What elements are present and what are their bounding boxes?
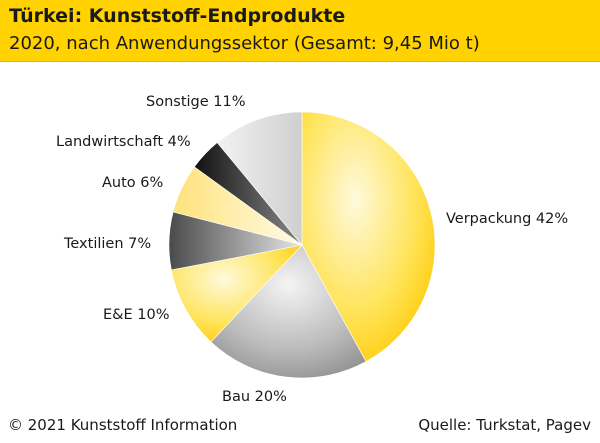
pie-slice-e-e bbox=[171, 244, 303, 343]
slice-label-auto: Auto 6% bbox=[102, 175, 163, 191]
copyright-text: © 2021 Kunststoff Information bbox=[8, 416, 238, 434]
chart-header: Türkei: Kunststoff-Endprodukte 2020, nac… bbox=[0, 0, 600, 62]
slice-label-sonstige: Sonstige 11% bbox=[146, 94, 246, 110]
pie-slices bbox=[168, 111, 436, 379]
pie-slice-verpackung bbox=[301, 111, 436, 362]
slice-label-textilien: Textilien 7% bbox=[63, 236, 151, 252]
pie-slice-bau bbox=[210, 244, 367, 379]
source-text: Quelle: Turkstat, Pagev bbox=[418, 416, 591, 434]
chart-subtitle: 2020, nach Anwendungssektor (Gesamt: 9,4… bbox=[9, 33, 480, 54]
slice-label-bau: Bau 20% bbox=[222, 389, 287, 405]
pie-chart: Verpackung 42% Bau 20% E&E 10% Textilien 7%… bbox=[56, 94, 568, 405]
chart-title: Türkei: Kunststoff-Endprodukte bbox=[9, 5, 346, 27]
pie-slice-sonstige bbox=[216, 111, 303, 246]
slice-label-e-e: E&E 10% bbox=[103, 307, 169, 323]
slice-label-verpackung: Verpackung 42% bbox=[446, 211, 568, 227]
pie-labels: Verpackung 42% Bau 20% E&E 10% Textilien 7%… bbox=[56, 94, 568, 405]
slice-label-landwirtschaft: Landwirtschaft 4% bbox=[56, 134, 191, 150]
